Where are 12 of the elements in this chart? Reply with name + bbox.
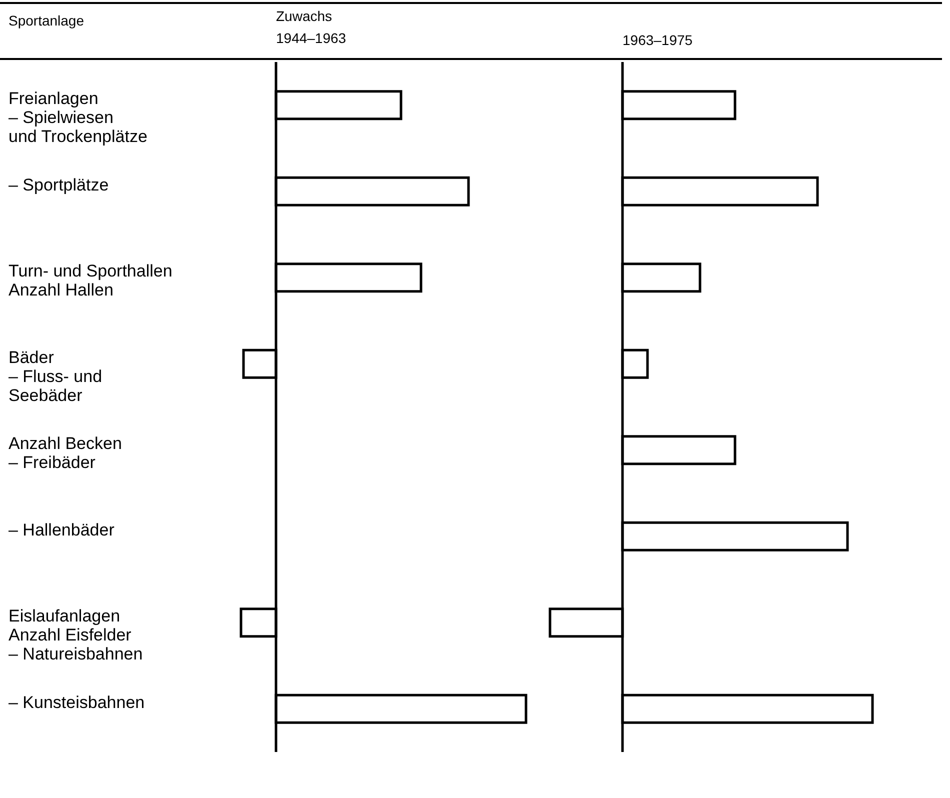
y-tick-label: Eislaufanlagen Anzahl Eisfelder – Natureisbahnen: [8, 606, 143, 664]
y-tick-label: Freianlagen – Spielwiesen und Trockenplätze: [8, 89, 148, 146]
y-tick-label: – Sportplätze: [8, 175, 109, 194]
chart-title: Zuwachs: [276, 8, 332, 24]
y-axis-title: Sportanlage: [8, 12, 84, 28]
y-tick-label: Bäder – Fluss- und Seebäder: [8, 348, 102, 405]
chart-title: 1963–1975: [622, 32, 693, 48]
y-tick-label: Anzahl Becken – Freibäder: [8, 434, 122, 472]
y-tick-label: – Hallenbäder: [8, 520, 115, 540]
chart-subtitle: 1944–1963: [276, 30, 346, 46]
y-tick-label: – Kunsteisbahnen: [8, 692, 145, 712]
y-tick-label: Turn- und Sporthallen Anzahl Hallen: [8, 262, 172, 300]
